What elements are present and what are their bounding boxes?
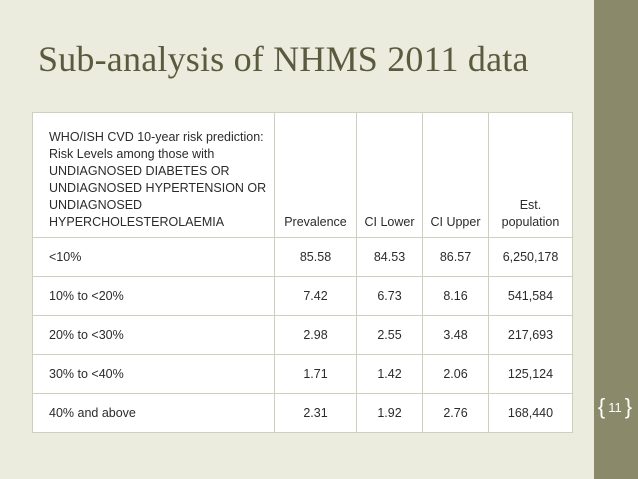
risk-level-cell: 40% and above (32, 393, 275, 433)
ci-upper-cell: 3.48 (422, 315, 489, 355)
risk-level-cell: 30% to <40% (32, 354, 275, 394)
ci-upper-cell: 2.06 (422, 354, 489, 394)
ci-lower-cell: 1.92 (356, 393, 423, 433)
table-row: <10% 85.58 84.53 86.57 6,250,178 (32, 237, 573, 277)
risk-level-cell: 20% to <30% (32, 315, 275, 355)
header-ci-upper: CI Upper (422, 112, 489, 238)
risk-table: WHO/ISH CVD 10-year risk prediction: Ris… (32, 112, 573, 433)
header-est-population: Est. population (488, 112, 573, 238)
prevalence-cell: 2.31 (274, 393, 357, 433)
ci-lower-cell: 2.55 (356, 315, 423, 355)
est-population-cell: 6,250,178 (488, 237, 573, 277)
risk-level-cell: 10% to <20% (32, 276, 275, 316)
header-ci-lower: CI Lower (356, 112, 423, 238)
prevalence-cell: 7.42 (274, 276, 357, 316)
slide-title: Sub-analysis of NHMS 2011 data (38, 39, 529, 79)
prevalence-cell: 1.71 (274, 354, 357, 394)
ci-upper-cell: 2.76 (422, 393, 489, 433)
side-accent-bar (594, 0, 638, 479)
risk-level-cell: <10% (32, 237, 275, 277)
risk-table-grid: WHO/ISH CVD 10-year risk prediction: Ris… (32, 112, 573, 433)
prevalence-cell: 2.98 (274, 315, 357, 355)
slide-number-value: 11 (608, 399, 622, 415)
header-prevalence: Prevalence (274, 112, 357, 238)
est-population-cell: 168,440 (488, 393, 573, 433)
table-header-row: WHO/ISH CVD 10-year risk prediction: Ris… (32, 112, 573, 238)
table-row: 20% to <30% 2.98 2.55 3.48 217,693 (32, 315, 573, 355)
ci-lower-cell: 84.53 (356, 237, 423, 277)
est-population-cell: 125,124 (488, 354, 573, 394)
slide-background: Sub-analysis of NHMS 2011 data WHO/ISH C… (0, 0, 594, 479)
table-row: 30% to <40% 1.71 1.42 2.06 125,124 (32, 354, 573, 394)
table-row: 10% to <20% 7.42 6.73 8.16 541,584 (32, 276, 573, 316)
ci-upper-cell: 86.57 (422, 237, 489, 277)
prevalence-cell: 85.58 (274, 237, 357, 277)
est-population-cell: 541,584 (488, 276, 573, 316)
header-risk-level: WHO/ISH CVD 10-year risk prediction: Ris… (32, 112, 275, 238)
ci-lower-cell: 6.73 (356, 276, 423, 316)
slide-number: { 11 } (597, 392, 633, 422)
est-population-cell: 217,693 (488, 315, 573, 355)
left-brace-icon: { (597, 394, 606, 419)
ci-upper-cell: 8.16 (422, 276, 489, 316)
ci-lower-cell: 1.42 (356, 354, 423, 394)
right-brace-icon: } (624, 394, 633, 419)
table-row: 40% and above 2.31 1.92 2.76 168,440 (32, 393, 573, 433)
